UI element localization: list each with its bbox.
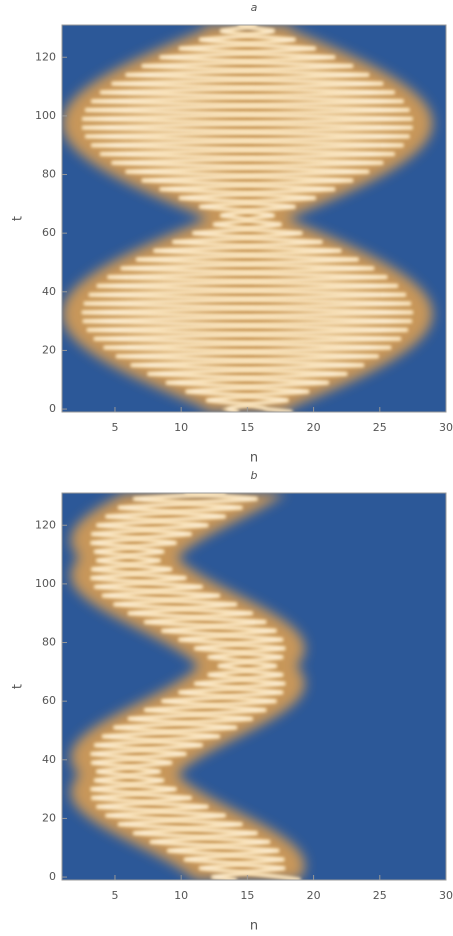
y-tick-label: 80 [42,168,56,181]
y-axis-label: t [11,216,26,221]
x-tick-label: 30 [439,421,453,434]
density-pattern [62,25,433,412]
x-tick-label: 20 [307,889,321,902]
x-tick-label: 15 [240,889,254,902]
y-axis-label: t [11,684,26,689]
x-tick-label: 30 [439,889,453,902]
plot-frame [61,492,447,881]
y-tick-label: 60 [42,694,56,707]
y-tick-label: 0 [49,402,56,415]
y-tick-label: 100 [35,109,56,122]
x-axis-label: n [250,451,258,466]
x-tick-label: 10 [174,889,188,902]
y-tick-label: 60 [42,226,56,239]
y-tick-label: 120 [35,50,56,63]
x-tick-label: 5 [111,889,118,902]
x-tick-label: 25 [373,889,387,902]
y-tick-label: 100 [35,577,56,590]
y-tick-label: 40 [42,285,56,298]
y-tick-label: 20 [42,811,56,824]
x-tick-label: 15 [240,421,254,434]
plot-frame [61,24,447,413]
y-tick-label: 40 [42,753,56,766]
x-tick-label: 10 [174,421,188,434]
y-tick-label: 80 [42,636,56,649]
y-tick-label: 0 [49,870,56,883]
x-tick-label: 20 [307,421,321,434]
y-tick-label: 120 [35,518,56,531]
streak-core [90,493,285,880]
streak-core [81,25,413,412]
y-tick-label: 20 [42,343,56,356]
chart-title: b [251,469,258,482]
chart-title: a [251,1,258,14]
x-tick-label: 5 [111,421,118,434]
streak-core [82,25,413,412]
density-pattern [70,493,305,880]
x-tick-label: 25 [373,421,387,434]
x-axis-label: n [250,919,258,934]
streak-core [91,493,301,880]
